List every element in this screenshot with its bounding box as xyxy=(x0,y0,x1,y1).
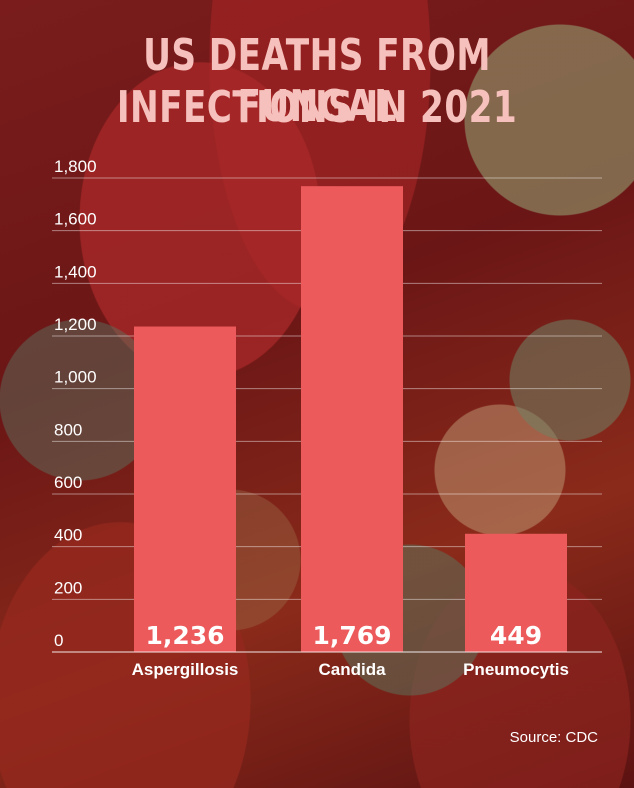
source-note: Source: CDC xyxy=(510,729,599,746)
y-tick-label: 1,800 xyxy=(54,157,97,176)
y-tick-label: 1,200 xyxy=(54,315,97,334)
x-tick-label: Candida xyxy=(318,660,386,679)
y-tick-label: 1,600 xyxy=(54,210,97,229)
y-tick-label: 0 xyxy=(54,631,63,650)
y-tick-label: 1,400 xyxy=(54,262,97,281)
y-tick-label: 400 xyxy=(54,526,82,545)
bar xyxy=(301,186,403,652)
x-tick-label: Aspergillosis xyxy=(132,660,239,679)
bar xyxy=(465,533,567,652)
y-tick-label: 200 xyxy=(54,578,82,597)
chart-title-line-2: INFECTIONS IN 2021 xyxy=(116,82,518,133)
y-tick-label: 1,000 xyxy=(54,368,97,387)
chart-title-line-1: US DEATHS FROM FUNGAL xyxy=(143,30,491,132)
data-label: 1,769 xyxy=(312,621,391,650)
data-label: 1,236 xyxy=(145,621,224,650)
bar xyxy=(134,326,236,652)
y-tick-label: 600 xyxy=(54,473,82,492)
data-label: 449 xyxy=(490,621,542,650)
y-tick-label: 800 xyxy=(54,420,82,439)
x-tick-label: Pneumocytis xyxy=(463,660,569,679)
